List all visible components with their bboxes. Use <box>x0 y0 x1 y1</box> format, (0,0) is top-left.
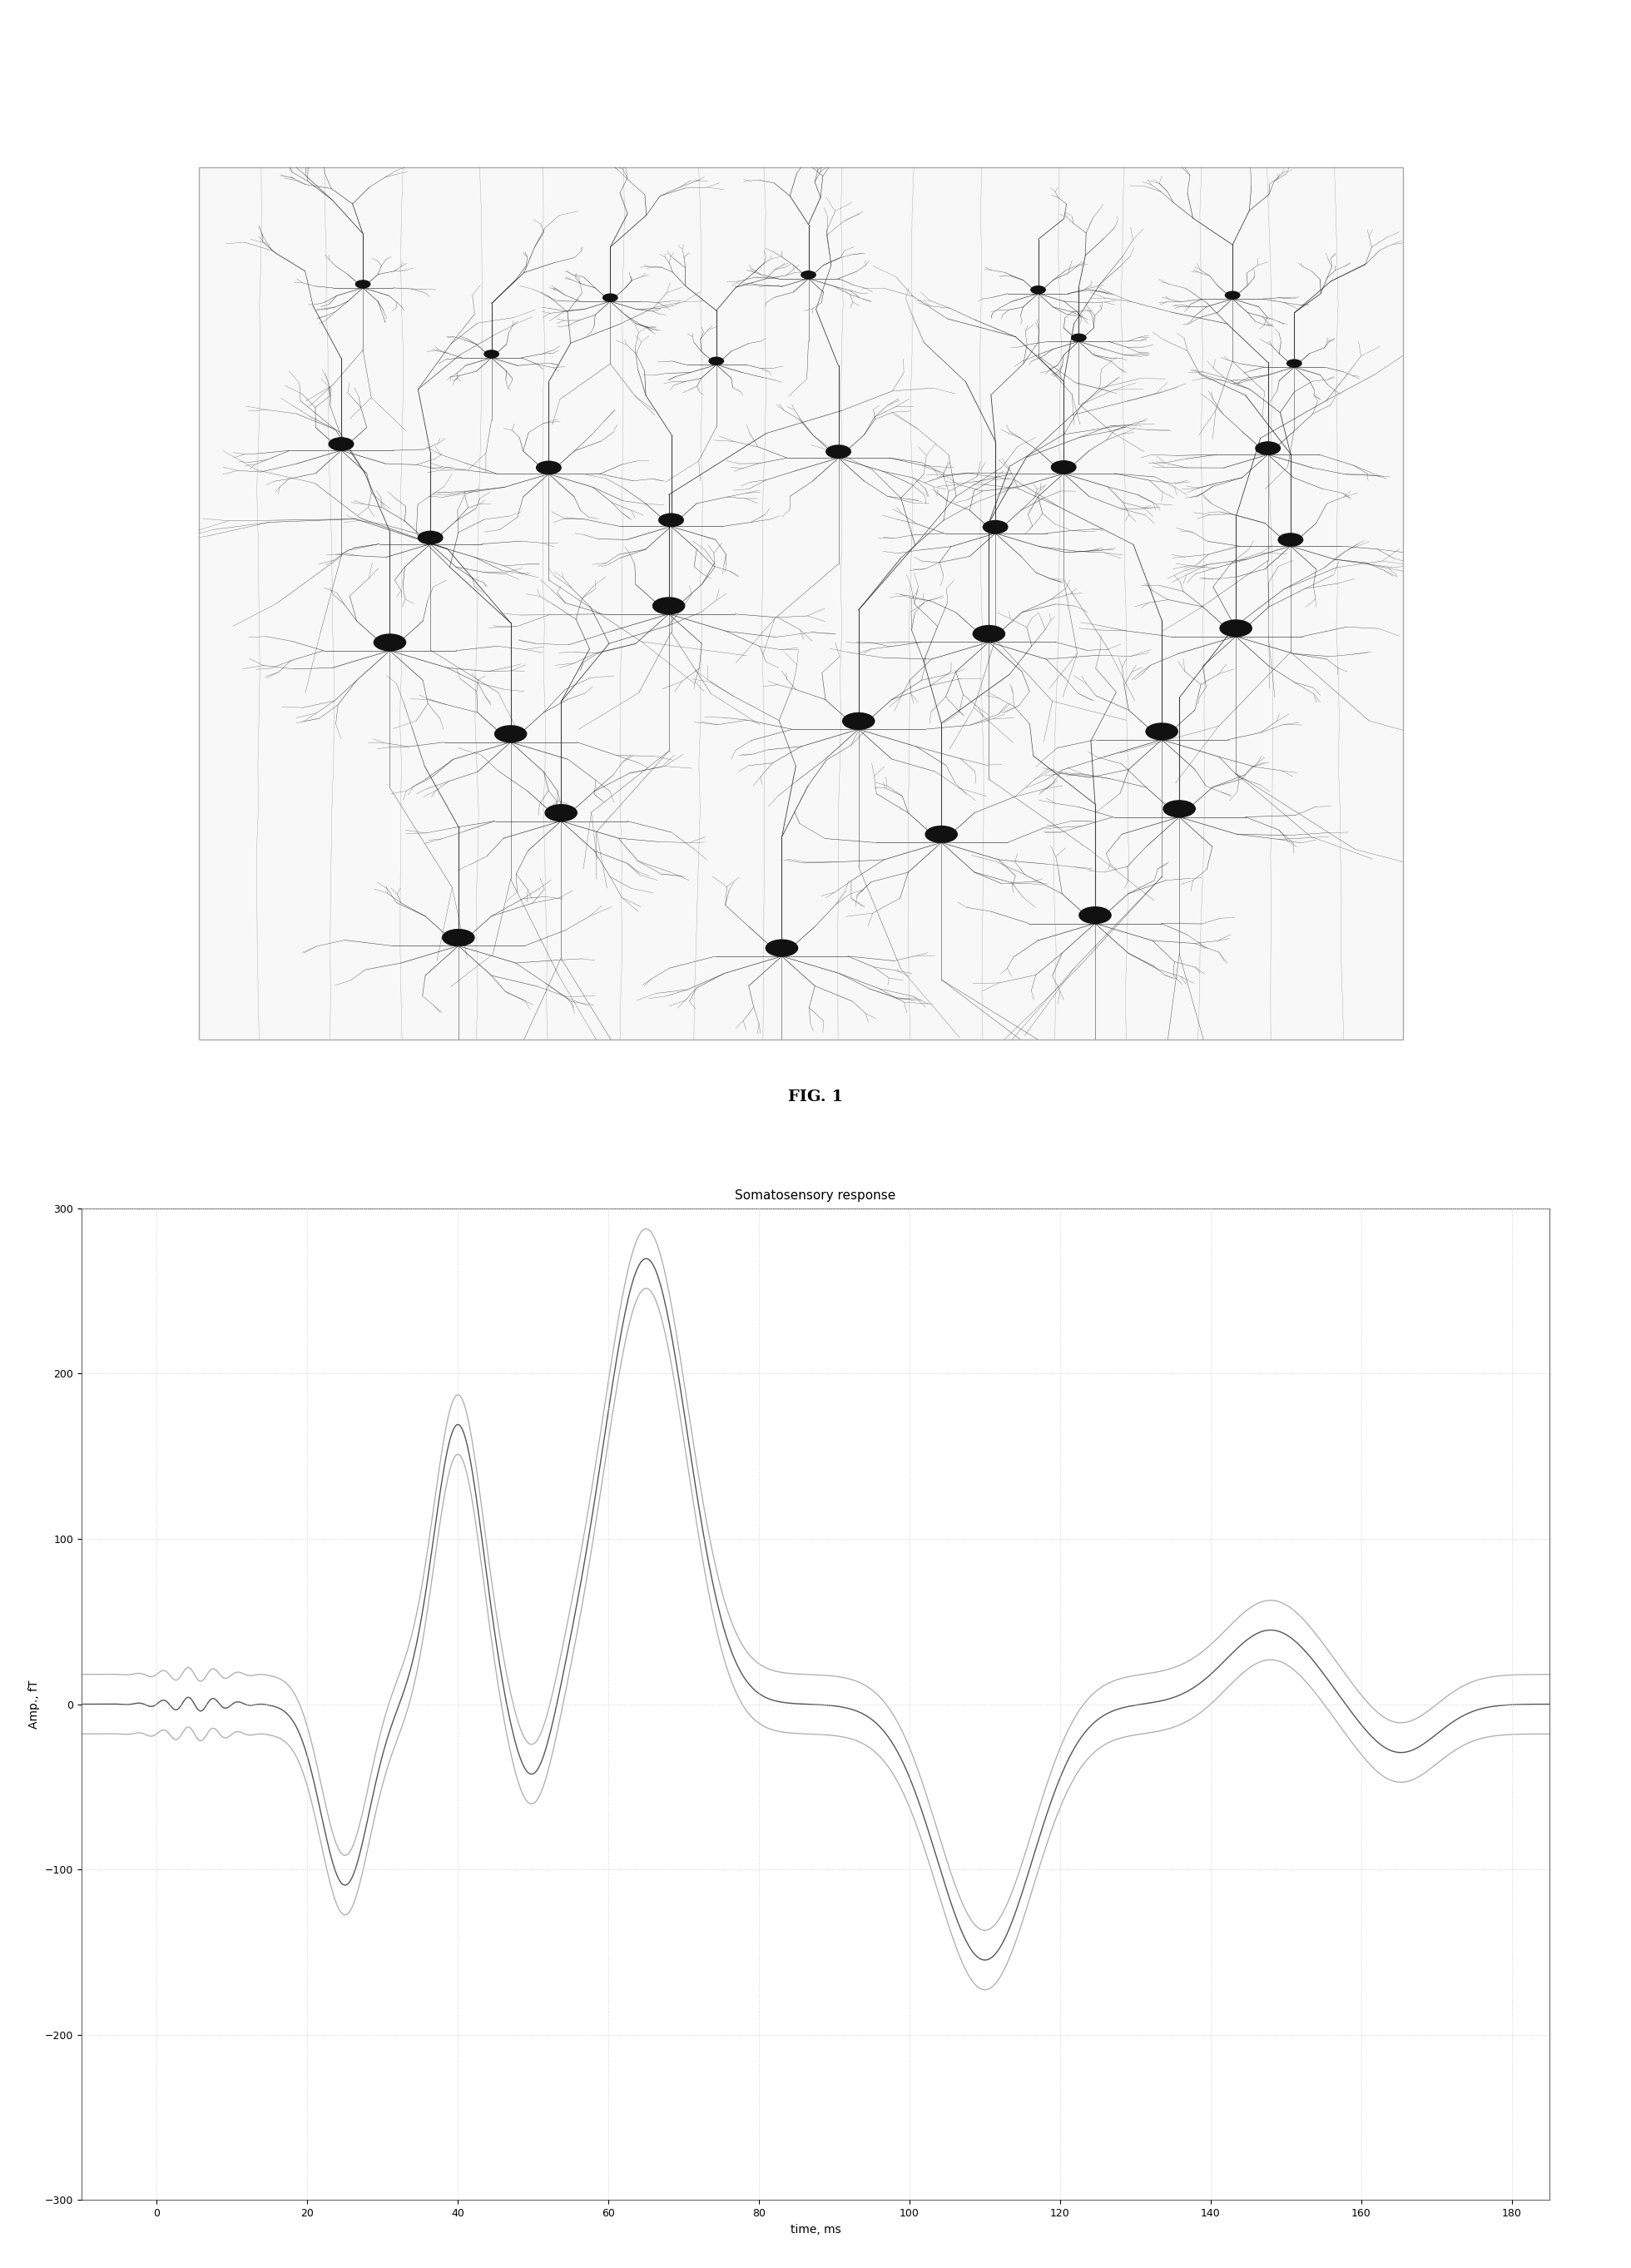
X-axis label: time, ms: time, ms <box>791 2223 840 2236</box>
Y-axis label: Amp., fT: Amp., fT <box>29 1681 41 1728</box>
Bar <box>199 168 1403 1039</box>
Text: FIG. 1: FIG. 1 <box>788 1089 843 1105</box>
Title: Somatosensory response: Somatosensory response <box>736 1188 895 1202</box>
